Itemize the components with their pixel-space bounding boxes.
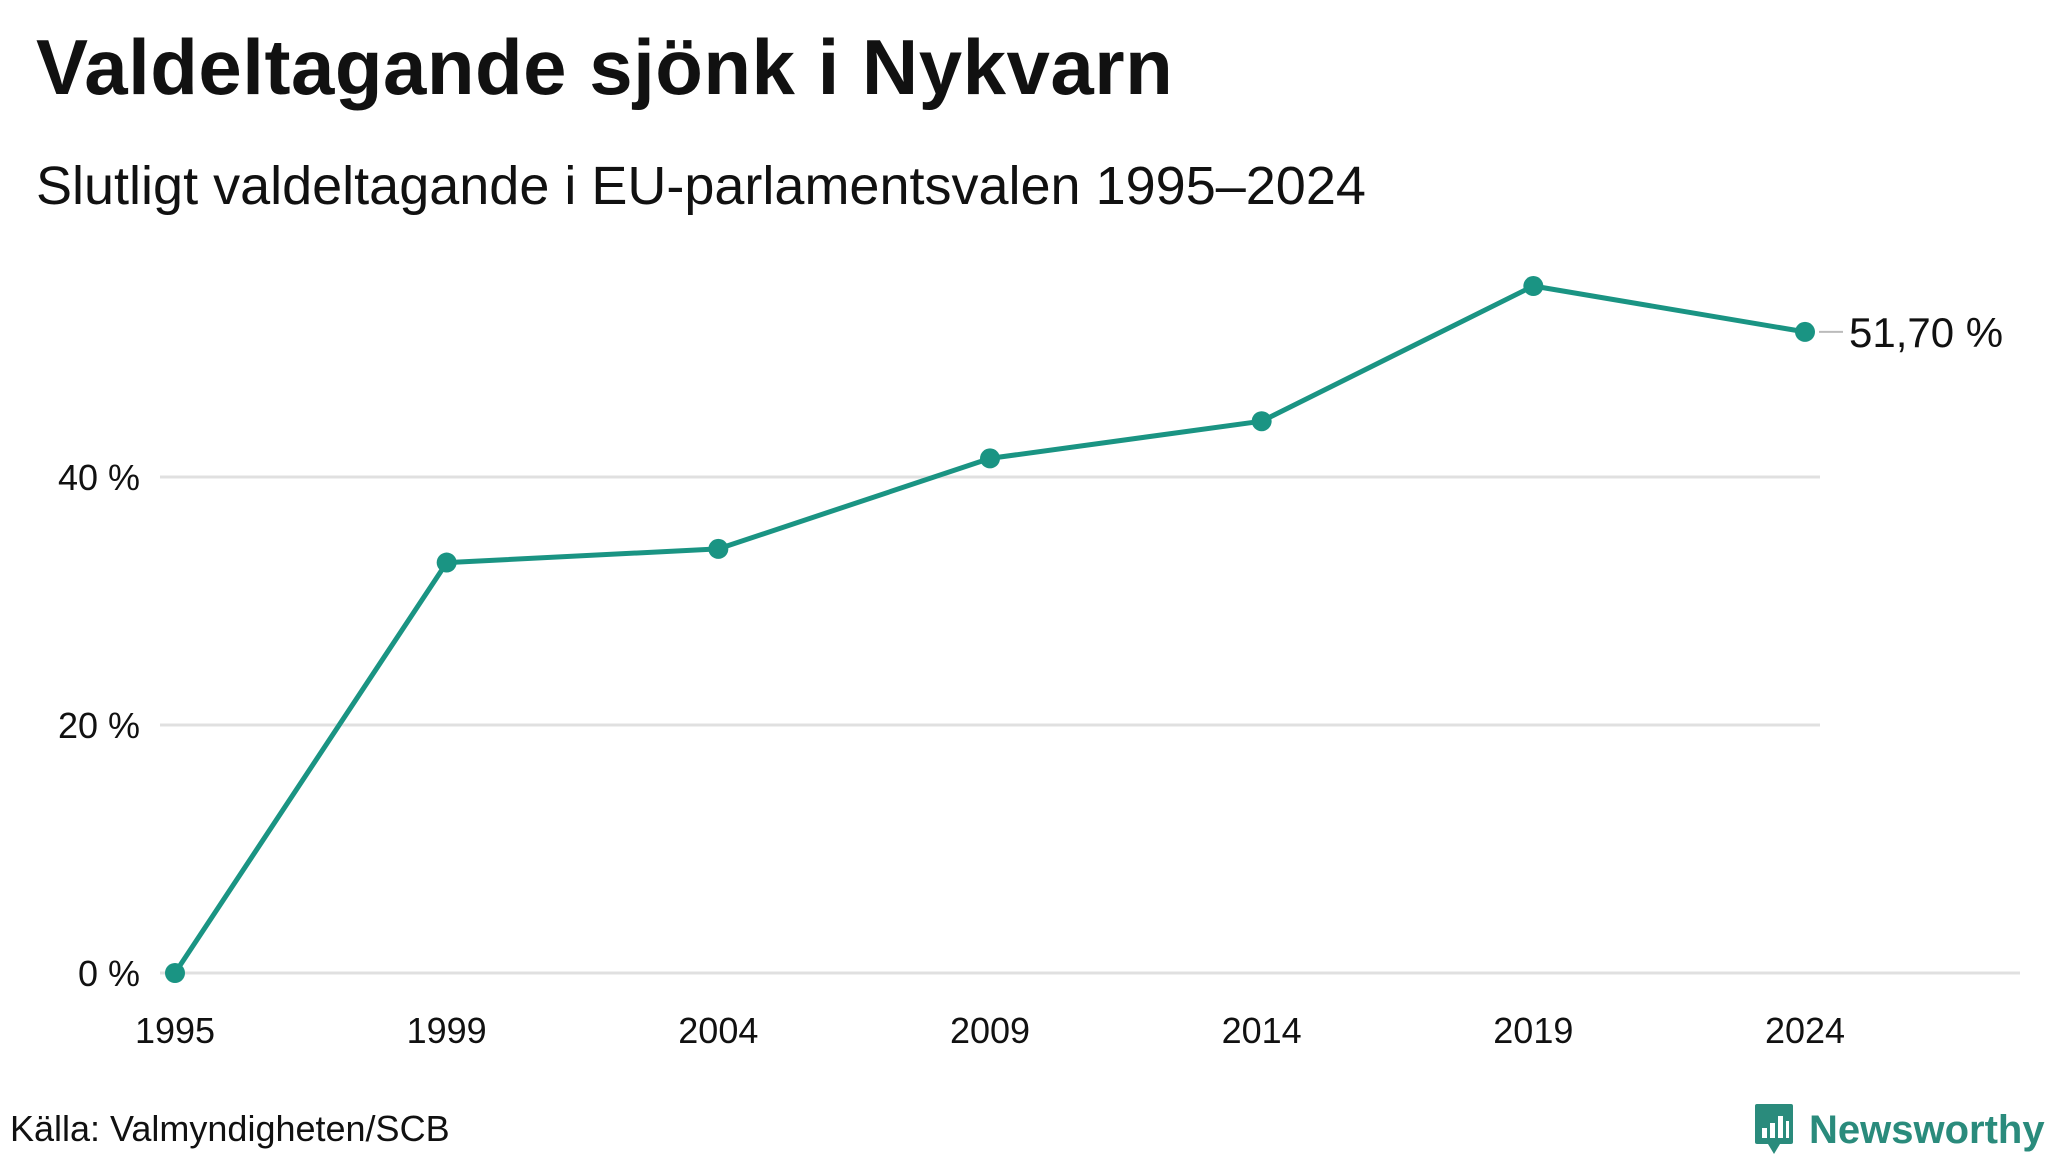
x-tick-label: 2014 xyxy=(1222,1010,1302,1051)
chart-title: Valdeltagande sjönk i Nykvarn xyxy=(36,23,1174,111)
data-point-1999 xyxy=(436,552,457,573)
brand-logo: Newsworthy xyxy=(1753,1100,2045,1160)
y-tick-label: 0 % xyxy=(78,953,140,994)
chart-subtitle: Slutligt valdeltagande i EU-parlamentsva… xyxy=(36,156,1366,216)
data-point-2014 xyxy=(1251,411,1272,432)
line-chart: 0 % 20 % 40 % 1995 1999 2004 2009 2014 2019 2024… xyxy=(58,276,2020,1051)
x-tick-label: 2024 xyxy=(1765,1010,1845,1051)
data-point-2024 xyxy=(1795,321,1815,342)
newsworthy-logo-icon xyxy=(1755,1104,1793,1154)
gridlines xyxy=(160,475,2020,975)
data-point-1995 xyxy=(165,963,185,983)
brand-name: Newsworthy xyxy=(1809,1107,2045,1152)
series-turnout xyxy=(165,276,1815,983)
x-tick-label: 2004 xyxy=(678,1010,758,1051)
y-tick-label: 40 % xyxy=(58,457,140,498)
y-axis-tick-labels: 0 % 20 % 40 % xyxy=(58,457,140,994)
data-point-2019 xyxy=(1523,276,1544,297)
series-line xyxy=(172,283,1808,976)
x-tick-label: 2019 xyxy=(1493,1010,1573,1051)
end-value-label: 51,70 % xyxy=(1849,309,2003,356)
x-tick-label: 1999 xyxy=(407,1010,487,1051)
x-axis-tick-labels: 1995 1999 2004 2009 2014 2019 2024 xyxy=(135,1010,1845,1051)
source-note: Källa: Valmyndigheten/SCB xyxy=(10,1108,450,1149)
y-tick-label: 20 % xyxy=(58,705,140,746)
data-point-2009 xyxy=(980,448,1000,469)
x-tick-label: 1995 xyxy=(135,1010,215,1051)
data-labels: 51,70 % xyxy=(1819,309,2003,356)
x-tick-label: 2009 xyxy=(950,1010,1030,1051)
data-point-2004 xyxy=(708,538,729,559)
